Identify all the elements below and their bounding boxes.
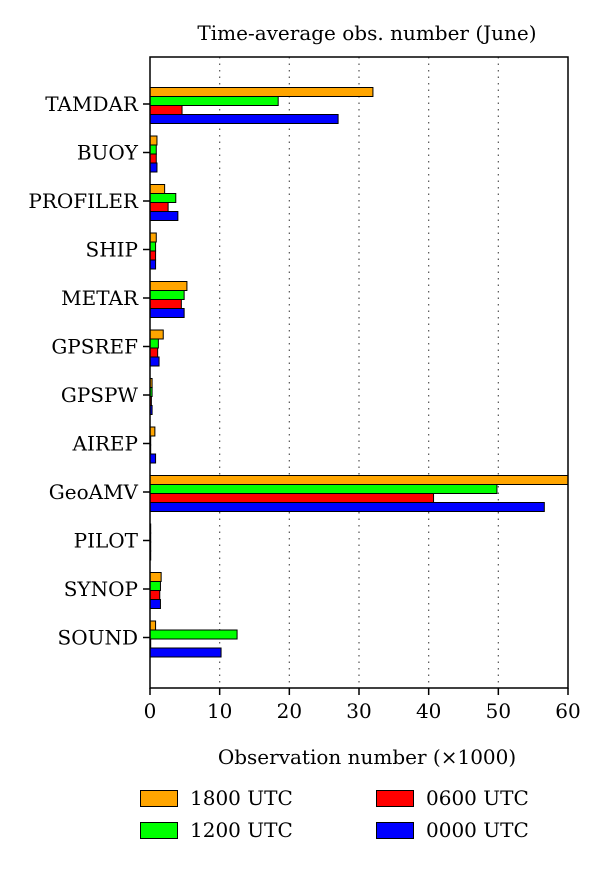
legend-swatch-0000: [376, 821, 414, 839]
bar: [149, 329, 164, 340]
y-tick-label: PILOT: [74, 529, 139, 553]
bar: [149, 162, 158, 173]
x-tick-label: 30: [346, 699, 371, 723]
bar: [149, 453, 157, 464]
bar: [149, 193, 177, 203]
x-tick-label: 40: [416, 699, 441, 723]
bar: [149, 96, 279, 106]
bar: [149, 590, 161, 600]
legend-item-1800: 1800 UTC: [140, 786, 293, 810]
bar: [149, 484, 498, 494]
legend-label-0600: 0600 UTC: [426, 786, 529, 810]
x-axis: 0 10 20 30 40 50 60: [144, 688, 581, 723]
legend-label-1200: 1200 UTC: [190, 818, 293, 842]
legend-swatch-0600: [376, 789, 414, 807]
y-axis: TAMDAR BUOY PROFILER SHIP METAR GPSREF GPSPW AI…: [28, 92, 150, 650]
legend-item-0600: 0600 UTC: [376, 786, 529, 810]
bar: [149, 241, 157, 252]
bar: [149, 184, 166, 194]
bar: [149, 572, 162, 582]
bar: [149, 356, 160, 367]
bar: [149, 347, 159, 358]
legend-label-1800: 1800 UTC: [190, 786, 293, 810]
bar: [149, 114, 339, 124]
bars: [149, 87, 569, 658]
bar: [149, 250, 157, 261]
bar: [149, 290, 185, 300]
bar: [149, 144, 157, 155]
bar: [149, 232, 157, 243]
bar: [149, 581, 161, 591]
x-tick-label: 10: [207, 699, 232, 723]
bar: [149, 105, 183, 115]
bar: [149, 493, 435, 503]
bar: [149, 475, 569, 485]
x-axis-label: Observation number (×1000): [218, 745, 516, 769]
grid-lines: [219, 57, 499, 688]
bar: [149, 599, 161, 609]
bar: [149, 259, 157, 270]
bar: [149, 502, 545, 512]
bar: [149, 629, 238, 640]
bar: [149, 153, 157, 164]
y-tick-label: TAMDAR: [45, 92, 139, 116]
legend-swatch-1800: [140, 789, 178, 807]
y-tick-label: GeoAMV: [49, 480, 139, 504]
y-tick-label: SOUND: [58, 626, 139, 650]
bar: [149, 308, 185, 318]
x-tick-label: 20: [277, 699, 302, 723]
bar: [149, 647, 222, 658]
y-tick-label: METAR: [61, 286, 139, 310]
bar: [149, 87, 374, 97]
plot-frame: [149, 56, 569, 689]
bar: [149, 202, 169, 212]
legend-label-0000: 0000 UTC: [426, 818, 529, 842]
chart-title: Time-average obs. number (June): [197, 21, 536, 45]
bar: [149, 338, 159, 349]
legend-item-0000: 0000 UTC: [376, 818, 529, 842]
legend-item-1200: 1200 UTC: [140, 818, 293, 842]
x-tick-label: 0: [144, 699, 157, 723]
bar: [149, 620, 157, 631]
bar: [149, 135, 158, 146]
y-tick-label: GPSREF: [51, 335, 138, 359]
y-tick-label: BUOY: [77, 141, 139, 165]
y-tick-label: GPSPW: [61, 383, 139, 407]
x-tick-label: 50: [486, 699, 511, 723]
bar: [149, 299, 182, 309]
y-tick-label: SHIP: [86, 238, 139, 262]
y-tick-label: AIREP: [72, 432, 138, 456]
bar-chart: Time-average obs. number (June) TAMDAR BU…: [28, 21, 581, 769]
x-tick-label: 60: [555, 699, 580, 723]
bar: [149, 281, 188, 291]
legend-swatch-1200: [140, 821, 178, 839]
bar: [149, 211, 179, 221]
y-tick-label: PROFILER: [28, 189, 139, 213]
y-tick-label: SYNOP: [64, 577, 138, 601]
legend: 1800 UTC 0600 UTC 1200 UTC 0000 UTC: [140, 786, 560, 866]
